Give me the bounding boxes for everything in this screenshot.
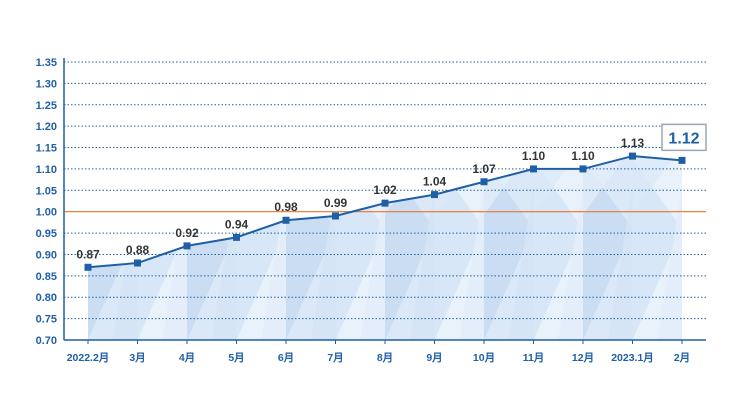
data-label: 1.07 <box>472 162 496 176</box>
data-label: 1.10 <box>522 149 546 163</box>
x-tick-label: 6月 <box>278 352 294 364</box>
x-tick-label: 7月 <box>327 352 343 364</box>
area-facet <box>261 187 286 340</box>
area-facet <box>459 187 484 340</box>
area-facet <box>484 156 534 215</box>
area-facet <box>632 156 682 215</box>
x-tick-label: 11月 <box>523 352 545 364</box>
area-facet <box>360 187 385 340</box>
area-facet <box>632 159 682 340</box>
x-tick-label: 2月 <box>674 352 690 364</box>
data-label: 0.92 <box>175 226 199 240</box>
y-tick-label: 0.85 <box>36 271 57 283</box>
y-tick-label: 1.35 <box>36 57 57 69</box>
y-tick-label: 0.80 <box>36 292 57 304</box>
data-point <box>381 199 389 207</box>
x-tick-label: 4月 <box>179 352 195 364</box>
data-label: 1.10 <box>571 149 595 163</box>
data-point <box>530 165 537 173</box>
y-tick-label: 1.25 <box>36 100 57 112</box>
x-tick-label: 12月 <box>572 352 594 364</box>
area-facet <box>434 159 484 340</box>
y-tick-label: 1.20 <box>36 121 57 133</box>
data-point <box>233 233 240 241</box>
gridlines <box>64 61 706 320</box>
data-point <box>282 216 290 224</box>
data-point <box>678 156 686 164</box>
area-facet <box>657 187 682 340</box>
data-label: 0.87 <box>76 247 100 261</box>
data-point <box>183 242 191 250</box>
area-facet <box>385 159 435 340</box>
data-label: 0.94 <box>225 217 249 231</box>
y-tick-label: 0.90 <box>36 249 57 261</box>
area-facet <box>583 156 633 215</box>
area-facet <box>583 159 633 340</box>
area-facet <box>236 156 286 215</box>
series-line <box>84 152 686 271</box>
y-tick-label: 1.10 <box>36 164 57 176</box>
data-label: 0.98 <box>274 200 298 214</box>
data-point <box>134 259 141 267</box>
area-facet <box>558 187 583 340</box>
y-tick-label: 1.30 <box>36 78 57 90</box>
data-point <box>84 263 92 271</box>
x-tick-label: 3月 <box>129 352 145 364</box>
area-facet <box>310 187 336 340</box>
x-tick-label: 2023.1月 <box>611 352 654 364</box>
data-label: 0.99 <box>324 196 348 210</box>
axes: 0.70 0.75 0.80 0.85 0.90 0.95 1.00 1.05 1.10 1.15… <box>36 57 706 364</box>
data-point <box>579 165 587 173</box>
x-tick-label: 5月 <box>228 352 244 364</box>
area-facet <box>137 156 187 215</box>
highlight-label-box <box>661 123 707 152</box>
data-label: 0.88 <box>126 243 150 257</box>
area-facet <box>484 159 534 340</box>
data-point <box>480 178 488 186</box>
area-facet <box>187 156 237 215</box>
data-point <box>629 152 636 160</box>
y-tick-label: 1.05 <box>36 185 57 197</box>
data-label: 1.02 <box>373 183 397 197</box>
y-tick-label: 0.95 <box>36 228 57 240</box>
area-facet <box>88 156 138 215</box>
data-label: 1.04 <box>423 175 447 189</box>
data-label: 1.13 <box>621 136 645 150</box>
area-facet <box>607 187 633 340</box>
y-tick-label: 1.15 <box>36 143 57 155</box>
y-tick-label: 1.00 <box>36 207 57 219</box>
x-tick-label: 2022.2月 <box>67 352 110 364</box>
x-tick-label: 8月 <box>377 352 393 364</box>
data-point <box>431 191 438 199</box>
x-tick-label: 9月 <box>426 352 442 364</box>
y-tick-label: 0.75 <box>36 314 57 326</box>
x-tick-label: 10月 <box>473 352 495 364</box>
area-facet <box>508 187 534 340</box>
highlight-label: 1.12 <box>668 130 699 147</box>
data-labels: 0.87 0.88 0.92 0.94 0.98 0.99 1.02 1.04 1.07 1.10… <box>76 123 707 261</box>
y-tick-label: 0.70 <box>36 335 57 347</box>
data-point <box>332 212 339 220</box>
area-facet <box>409 187 435 340</box>
area-facet <box>533 156 583 215</box>
area-facet <box>533 159 583 340</box>
